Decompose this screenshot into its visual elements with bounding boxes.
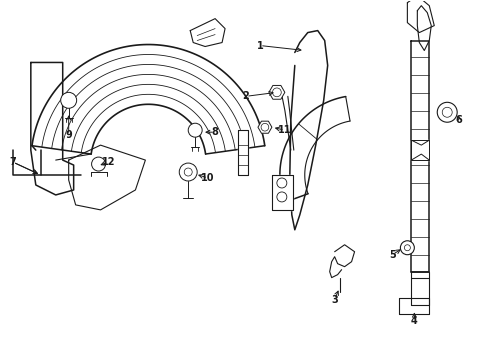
Text: 5: 5	[388, 250, 395, 260]
Circle shape	[436, 102, 456, 122]
Text: 11: 11	[278, 125, 291, 135]
Text: 4: 4	[410, 316, 417, 327]
Text: 12: 12	[102, 157, 115, 167]
Circle shape	[179, 163, 197, 181]
Circle shape	[188, 123, 202, 137]
Text: 7: 7	[9, 157, 16, 167]
Polygon shape	[31, 62, 74, 195]
Polygon shape	[407, 0, 433, 32]
Text: 9: 9	[65, 130, 72, 140]
Polygon shape	[289, 31, 327, 230]
Polygon shape	[68, 145, 145, 210]
Circle shape	[400, 241, 413, 255]
Text: 1: 1	[256, 41, 263, 50]
Polygon shape	[279, 96, 349, 202]
Polygon shape	[271, 175, 292, 210]
Text: 2: 2	[242, 91, 249, 101]
Polygon shape	[416, 6, 430, 50]
Circle shape	[91, 157, 105, 171]
Polygon shape	[410, 41, 428, 272]
Text: 3: 3	[330, 294, 337, 305]
Polygon shape	[238, 130, 247, 175]
Polygon shape	[268, 85, 285, 99]
Polygon shape	[190, 19, 224, 46]
Text: 10: 10	[201, 173, 214, 183]
Circle shape	[61, 92, 77, 108]
Polygon shape	[410, 140, 428, 160]
Text: 6: 6	[455, 115, 462, 125]
Text: 8: 8	[211, 127, 218, 137]
Polygon shape	[258, 121, 271, 133]
